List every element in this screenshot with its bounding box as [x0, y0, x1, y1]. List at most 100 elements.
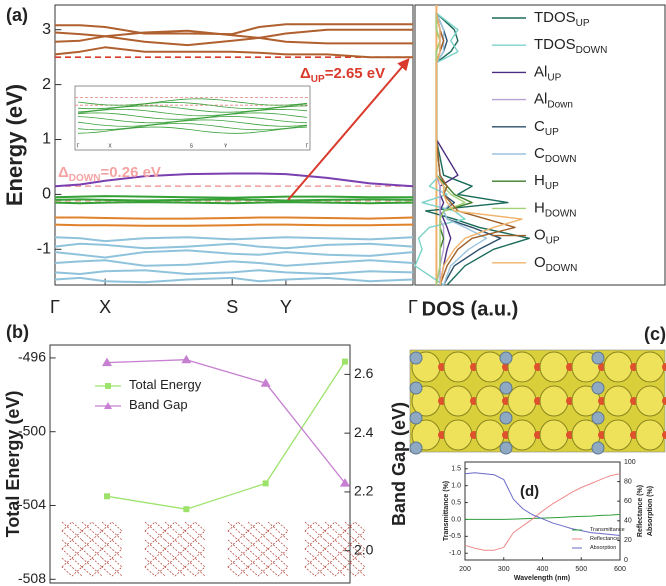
aluminium-atom — [499, 381, 513, 395]
density-lobe — [539, 385, 569, 417]
density-lobe — [443, 385, 473, 417]
annotation-part: =0.26 eV — [100, 164, 160, 181]
arrow — [287, 58, 410, 201]
legend-label: AlUP — [534, 63, 562, 83]
y2-tick-label: 0 — [624, 557, 628, 564]
series-line — [435, 13, 523, 286]
series-line — [54, 172, 414, 188]
legend-label-part: UP — [547, 73, 561, 84]
aluminium-atom — [409, 351, 423, 365]
density-lobe — [603, 351, 633, 383]
inset-tick-label: Γ — [306, 143, 309, 149]
legend-marker — [104, 402, 112, 409]
lattice-cell — [144, 521, 166, 541]
inset-tick-label: Γ — [77, 143, 80, 149]
legend-label-part: Reflectance — [590, 536, 619, 542]
series-line — [54, 276, 414, 284]
lattice-cell — [61, 521, 83, 541]
series-line — [54, 35, 413, 47]
y2-tick-label: 80 — [624, 478, 632, 485]
density-lobe — [475, 419, 505, 451]
series-line — [55, 216, 414, 220]
marker — [102, 357, 112, 367]
legend-label: ODOWN — [534, 254, 577, 274]
lattice-cell — [144, 557, 166, 577]
legend-label-part: DOWN — [545, 209, 577, 220]
marker — [340, 478, 350, 487]
x-tick-label: S — [226, 297, 238, 317]
density-lobe — [443, 419, 473, 451]
annotation: ΔDOWN=0.26 eV — [58, 164, 161, 184]
y-tick-label: -496 — [18, 349, 46, 365]
legend-label: CUP — [534, 118, 559, 138]
annotation-part: UP — [311, 74, 325, 85]
inset-band — [77, 126, 308, 134]
annotation-part: Δ — [300, 65, 311, 82]
y2-tick-label: 2.0 — [354, 541, 374, 557]
series-line — [54, 242, 414, 250]
legend-label-part: UP — [546, 236, 560, 247]
legend-label-part: O — [534, 227, 546, 244]
y2-tick-label: 2.6 — [354, 365, 374, 381]
series-line — [106, 359, 346, 484]
lattice-cell — [304, 521, 326, 541]
inset-frame — [74, 85, 311, 151]
y2-tick-label: 40 — [624, 518, 632, 525]
marker — [183, 506, 190, 513]
aluminium-atom — [409, 441, 423, 455]
legend-label-part: H — [534, 172, 545, 189]
lattice-cell — [247, 539, 269, 559]
lattice-cell — [247, 521, 269, 541]
series-line — [54, 201, 414, 205]
series-line — [54, 236, 414, 243]
annotation-part: =2.65 eV — [325, 65, 385, 82]
marker — [181, 354, 192, 364]
lattice-cell — [61, 539, 83, 559]
legend-label-part: Al — [534, 63, 547, 80]
y-axis-label: Energy (eV) — [2, 84, 27, 206]
y2-tick-label: 100 — [624, 459, 636, 466]
legend-label-part: TDOS — [534, 36, 576, 53]
panel-label: (a) — [6, 5, 28, 25]
series-line — [435, 13, 466, 286]
y2-tick-label: 60 — [624, 498, 632, 505]
y-tick-label: 1 — [42, 131, 51, 148]
inset-tick-label: Y — [224, 143, 228, 149]
legend-label: OUP — [534, 227, 560, 247]
panel-label: (c) — [644, 324, 666, 344]
legend-label-part: C — [534, 145, 545, 162]
x-tick-label: 400 — [537, 566, 549, 573]
legend-label-part: Al — [534, 91, 547, 108]
aluminium-atom — [409, 411, 423, 425]
annotation-part: DOWN — [69, 173, 101, 184]
aluminium-atom — [591, 351, 605, 365]
panel-label: (b) — [6, 322, 29, 342]
legend-label-part: DOWN — [576, 45, 608, 56]
x-tick-label: 600 — [614, 566, 626, 573]
inset-band — [77, 115, 308, 124]
density-lobe — [635, 419, 665, 451]
series-line — [54, 223, 414, 227]
inset-band — [77, 101, 308, 110]
legend-label-part: Transmittance — [590, 527, 625, 533]
lattice-cell — [247, 557, 269, 577]
legend-label-part: DOWN — [546, 263, 578, 274]
x-tick-label: Γ — [408, 297, 418, 317]
inset-band — [77, 105, 308, 113]
y-tick-label: 0.5 — [451, 499, 461, 506]
lattice-cell — [164, 557, 186, 577]
structure-sketch — [304, 521, 366, 577]
y2-axis-label: Band Gap (eV) — [389, 402, 409, 526]
y-tick-label: -0.5 — [449, 533, 461, 540]
legend-label: TDOSDOWN — [534, 36, 607, 56]
legend-label: AlDown — [534, 91, 573, 111]
series-line — [414, 12, 466, 286]
y-axis-label: Total Energy (eV) — [3, 391, 23, 538]
inset-band — [77, 112, 308, 120]
legend-label: CDOWN — [534, 145, 577, 165]
lattice-cell — [81, 521, 103, 541]
legend-label-part: UP — [545, 127, 559, 138]
series-line — [464, 473, 621, 551]
y-tick-label: 1.0 — [451, 482, 461, 489]
legend-label-part: DOWN — [545, 154, 577, 165]
